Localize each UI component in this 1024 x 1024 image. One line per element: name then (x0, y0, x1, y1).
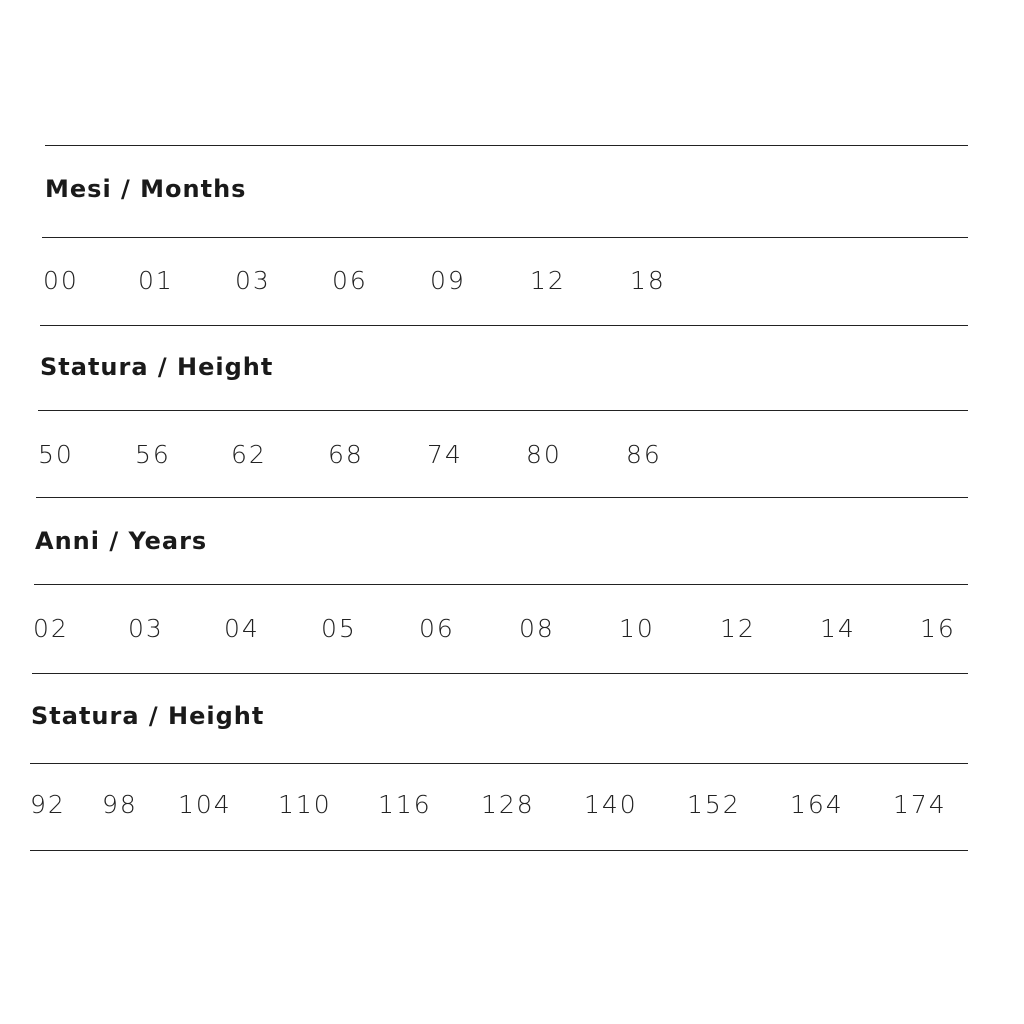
divider (32, 673, 968, 674)
size-value: 98 (102, 790, 138, 819)
section-label: Statura / Height (31, 702, 265, 730)
size-value: 06 (419, 614, 455, 643)
size-value: 06 (332, 266, 368, 295)
size-value: 128 (481, 790, 535, 819)
size-value: 04 (224, 614, 260, 643)
divider (40, 325, 968, 326)
size-value: 18 (630, 266, 666, 295)
size-value: 12 (720, 614, 756, 643)
size-value: 104 (178, 790, 232, 819)
divider (36, 497, 968, 498)
section-label: Mesi / Months (45, 175, 247, 203)
size-value: 86 (626, 440, 662, 469)
divider (30, 763, 968, 764)
size-value: 08 (519, 614, 555, 643)
divider (34, 584, 968, 585)
size-value: 50 (38, 440, 74, 469)
divider (38, 410, 968, 411)
size-value: 110 (278, 790, 332, 819)
size-value: 92 (30, 790, 66, 819)
size-value: 174 (893, 790, 947, 819)
size-value: 00 (43, 266, 79, 295)
size-value: 68 (328, 440, 364, 469)
size-value: 116 (378, 790, 432, 819)
size-value: 03 (128, 614, 164, 643)
size-value: 05 (321, 614, 357, 643)
size-value: 01 (138, 266, 174, 295)
size-value: 164 (790, 790, 844, 819)
size-value: 14 (820, 614, 856, 643)
divider (42, 237, 968, 238)
section-label: Statura / Height (40, 353, 274, 381)
size-value: 74 (427, 440, 463, 469)
section-label: Anni / Years (35, 527, 208, 555)
divider (30, 850, 968, 851)
size-value: 16 (920, 614, 956, 643)
divider (45, 145, 968, 146)
size-value: 56 (135, 440, 171, 469)
size-value: 152 (687, 790, 741, 819)
size-value: 10 (619, 614, 655, 643)
size-value: 09 (430, 266, 466, 295)
size-value: 02 (33, 614, 69, 643)
size-value: 03 (235, 266, 271, 295)
size-value: 62 (231, 440, 267, 469)
size-value: 12 (530, 266, 566, 295)
size-value: 140 (584, 790, 638, 819)
size-value: 80 (526, 440, 562, 469)
